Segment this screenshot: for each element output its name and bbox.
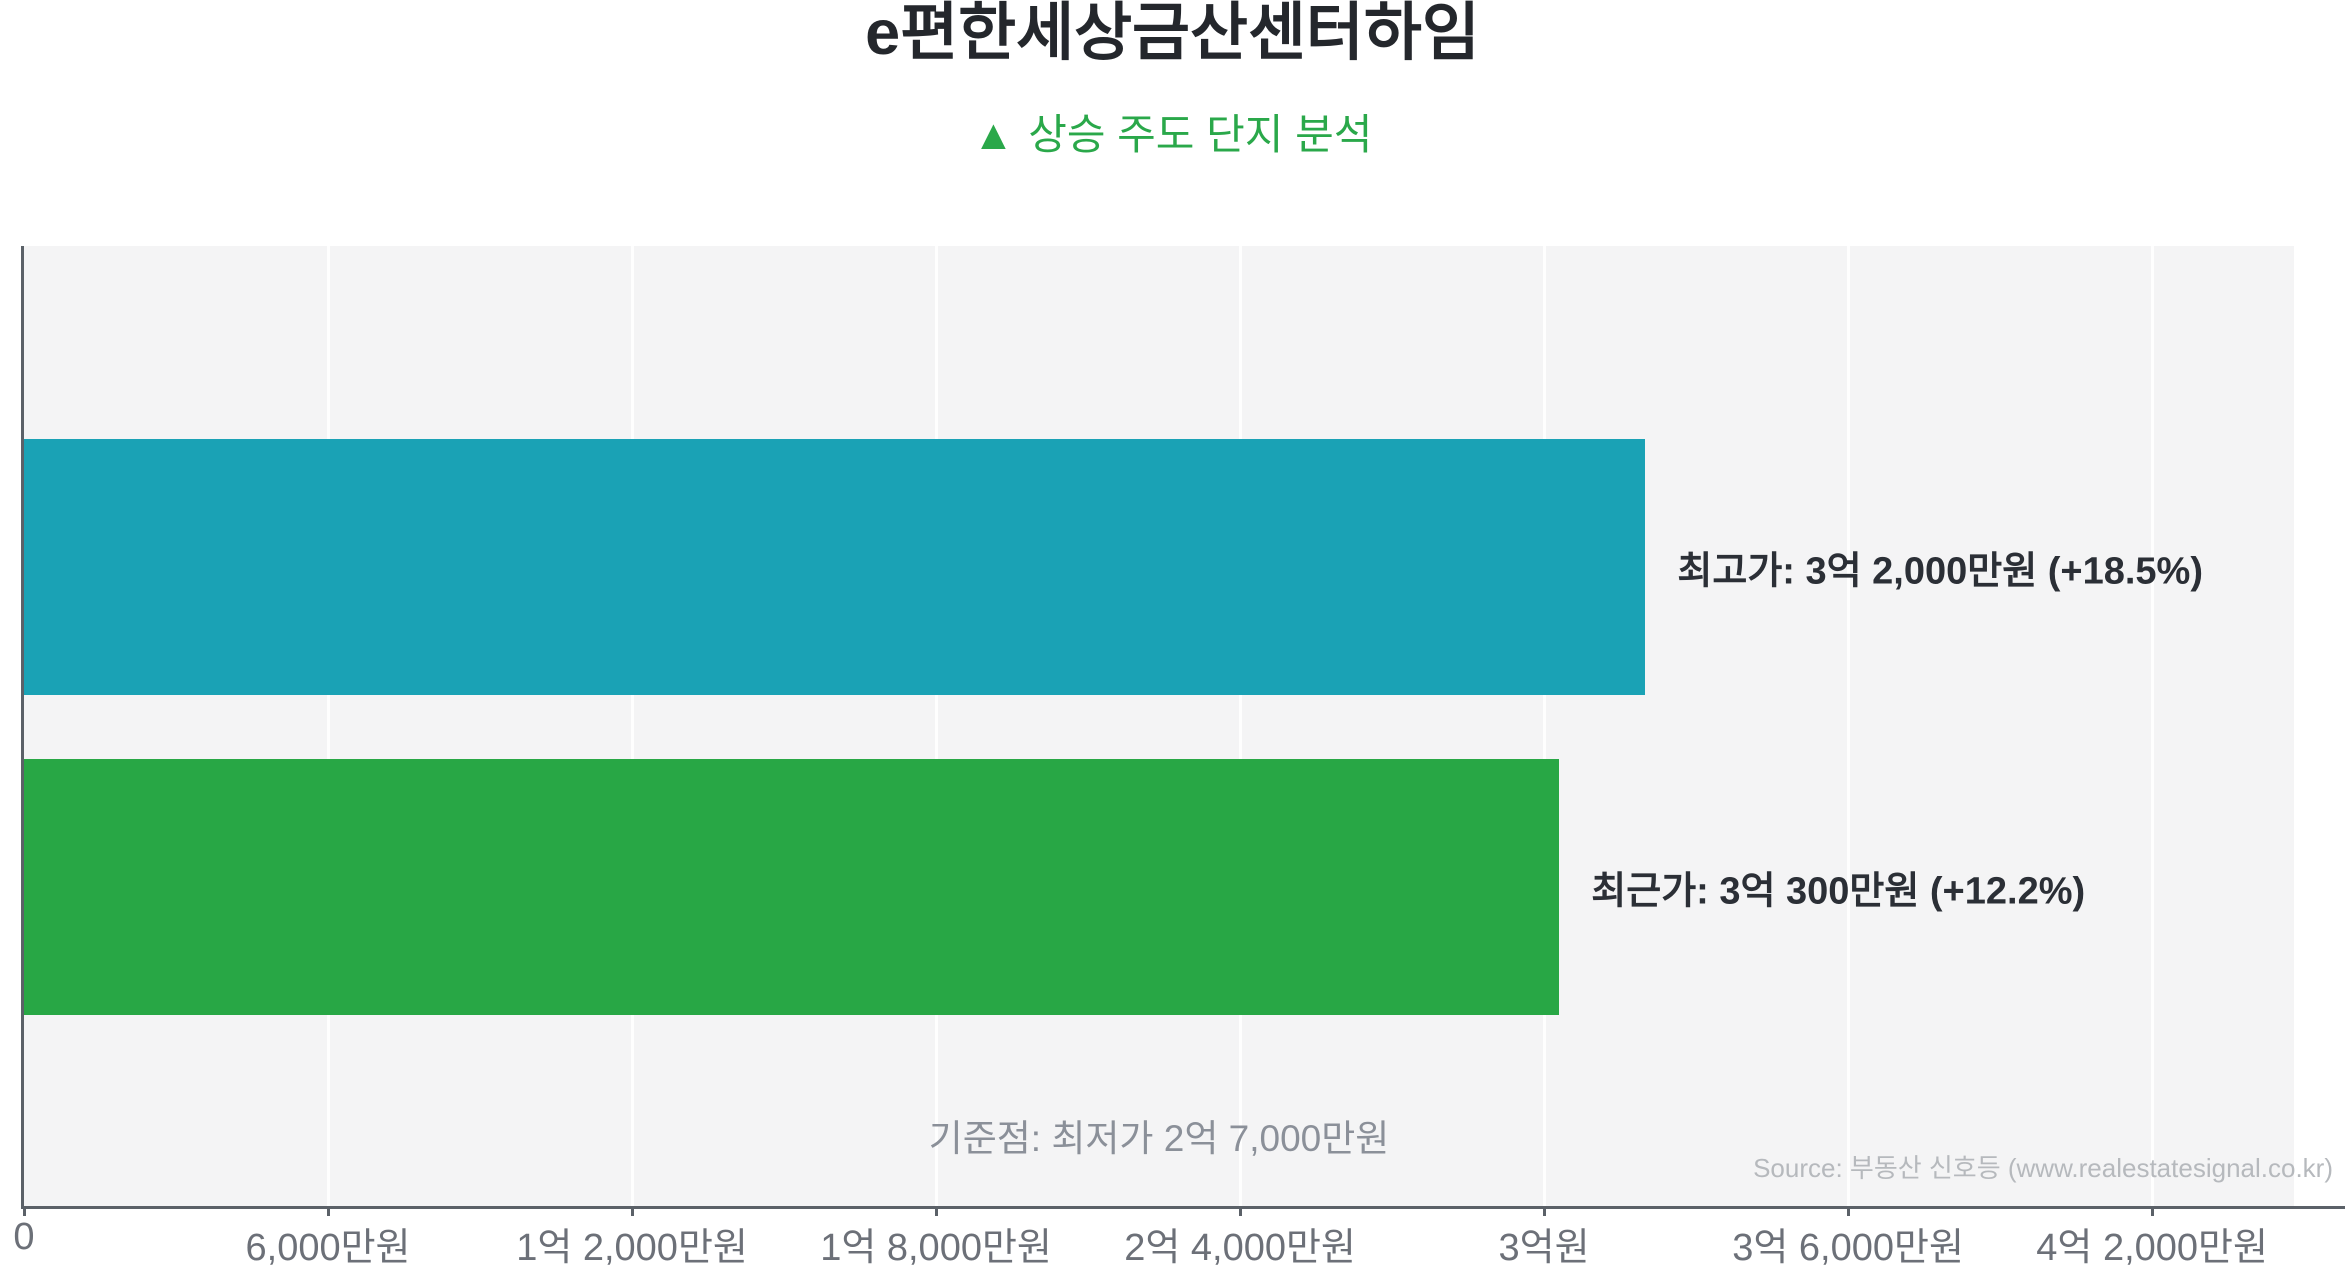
- x-tick-mark: [327, 1209, 331, 1216]
- x-tick-label: 0: [13, 1216, 35, 1258]
- subtitle-text: 상승 주도 단지 분석: [1028, 111, 1373, 158]
- x-tick-label: 3억 6,000만원: [1732, 1227, 1964, 1268]
- baseline-annotation: 기준점: 최저가 2억 7,000만원: [928, 1117, 1390, 1159]
- plot-area: 최고가: 3억 2,000만원 (+18.5%) 최근가: 3억 300만원 (+…: [24, 246, 2294, 1208]
- bar-최고가: [24, 438, 1646, 695]
- x-tick-mark: [2151, 1209, 2155, 1216]
- gridline: [1847, 246, 1851, 1208]
- x-tick-mark: [1847, 1209, 1851, 1216]
- x-tick-label: 2억 4,000만원: [1124, 1227, 1356, 1268]
- gridline: [1543, 246, 1547, 1208]
- x-axis: 0 6,000만원 1억 2,000만원 1억 8,000만원 2억 4,000만원 3억…: [13, 1209, 2294, 1268]
- x-tick-mark: [631, 1209, 635, 1216]
- x-tick-label: 3억원: [1498, 1227, 1590, 1268]
- chart-subtitle: ▲ 상승 주도 단지 분석: [0, 111, 2345, 158]
- gridline: [631, 246, 635, 1208]
- up-triangle-icon: ▲: [972, 111, 1015, 158]
- gridline: [935, 246, 939, 1208]
- y-axis-spine: [21, 246, 24, 1209]
- x-tick-mark: [935, 1209, 939, 1216]
- bar-최근가: [24, 759, 1560, 1016]
- x-tick-mark: [1543, 1209, 1547, 1216]
- x-tick-label: 1억 2,000만원: [516, 1227, 748, 1268]
- page-title: e편한세상금산센터하임: [865, 0, 1480, 68]
- x-tick-label: 6,000만원: [245, 1227, 411, 1268]
- x-tick-label: 1억 8,000만원: [820, 1227, 1052, 1268]
- source-credit: Source: 부동산 신호등 (www.realestatesignal.co…: [1753, 1153, 2333, 1183]
- x-tick-mark: [1239, 1209, 1243, 1216]
- gridline: [2151, 246, 2155, 1208]
- x-axis-line: [21, 1206, 2345, 1209]
- gridline: [1239, 246, 1243, 1208]
- bar-label-최근가: 최근가: 3억 300만원 (+12.2%): [1591, 870, 2086, 913]
- gridline: [327, 246, 331, 1208]
- x-tick-mark: [23, 1209, 26, 1216]
- x-tick-label: 4억 2,000만원: [2036, 1227, 2268, 1268]
- bar-label-최고가: 최고가: 3억 2,000만원 (+18.5%): [1677, 550, 2203, 593]
